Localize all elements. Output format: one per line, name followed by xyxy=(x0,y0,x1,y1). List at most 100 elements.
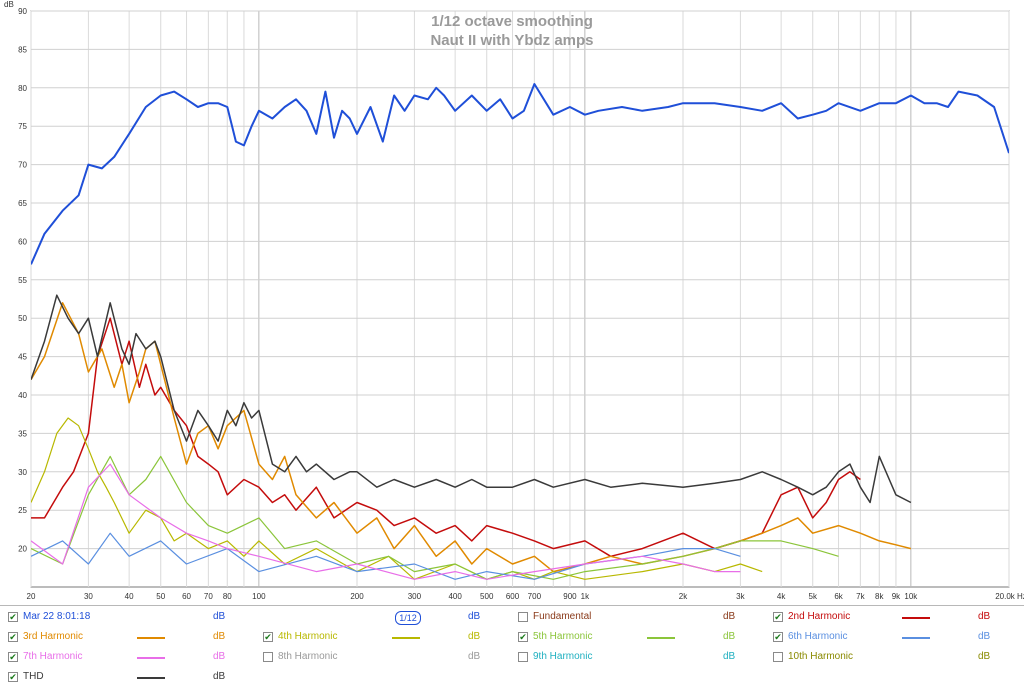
x-tick-label: 200 xyxy=(350,592,364,601)
series-line-5th-harmonic xyxy=(31,455,839,580)
y-axis-unit: dB xyxy=(4,0,14,9)
y-tick-label: 40 xyxy=(18,391,27,400)
legend-label-2nd-harmonic: 2nd Harmonic xyxy=(788,611,851,622)
y-tick-label: 80 xyxy=(18,84,27,93)
x-tick-label: 500 xyxy=(480,592,494,601)
legend-label-3rd-harmonic: 3rd Harmonic xyxy=(23,631,84,642)
y-tick-label: 45 xyxy=(18,353,27,362)
x-tick-label: 8k xyxy=(875,592,884,601)
x-tick-label: 600 xyxy=(506,592,520,601)
y-tick-label: 20 xyxy=(18,545,27,554)
legend-row: ✔ Mar 22 8:01:18 dB 1/12 dB Fundamental dB ✔ 2nd… xyxy=(0,608,1024,628)
x-tick-label: 700 xyxy=(528,592,542,601)
legend-label-6th-harmonic: 6th Harmonic xyxy=(788,631,848,642)
legend-item-1-12: 1/12 dB xyxy=(255,608,505,628)
legend-item-9th-harmonic: 9th Harmonic dB xyxy=(510,648,760,668)
chart-grid xyxy=(30,10,1010,588)
y-tick-label: 65 xyxy=(18,199,27,208)
x-tick-label: 1k xyxy=(581,592,590,601)
legend-unit-5th-harmonic: dB xyxy=(723,631,736,642)
y-tick-label: 55 xyxy=(18,276,27,285)
legend-checkbox-9th-harmonic[interactable] xyxy=(518,652,528,662)
legend-checkbox-2nd-harmonic[interactable]: ✔ xyxy=(773,612,783,622)
series-line-thd xyxy=(31,294,912,504)
x-tick-label: 3k xyxy=(736,592,745,601)
y-tick-label: 75 xyxy=(18,122,27,131)
x-tick-label: 50 xyxy=(156,592,165,601)
legend-unit-3rd-harmonic: dB xyxy=(213,631,226,642)
x-tick-label: 7k xyxy=(856,592,865,601)
distortion-chart: 20 25 30 35 40 45 50 55 60 65 70 75 80 85 90 20 30 40 50 6… xyxy=(4,0,1024,601)
legend-item-7th-harmonic: ✔ 7th Harmonic dB xyxy=(0,648,250,668)
y-tick-label: 60 xyxy=(18,237,27,246)
legend-label-7th-harmonic: 7th Harmonic xyxy=(23,651,83,662)
legend-label-10th-harmonic: 10th Harmonic xyxy=(788,651,854,662)
legend-unit-9th-harmonic: dB xyxy=(723,651,736,662)
legend-checkbox-mar-22-8-01-18[interactable]: ✔ xyxy=(8,612,18,622)
x-tick-label: 30 xyxy=(84,592,93,601)
legend-checkbox-8th-harmonic[interactable] xyxy=(263,652,273,662)
legend-item-thd: ✔ THD dB xyxy=(0,668,250,688)
x-tick-label: 300 xyxy=(408,592,422,601)
legend-panel: ✔ Mar 22 8:01:18 dB 1/12 dB Fundamental dB ✔ 2nd… xyxy=(0,605,1024,682)
x-tick-label: 20 xyxy=(27,592,36,601)
x-tick-label: 6k xyxy=(834,592,843,601)
y-axis-ticks: 20 25 30 35 40 45 50 55 60 65 70 75 80 85 90 xyxy=(18,7,27,554)
legend-row: ✔ THD dB xyxy=(0,668,1024,688)
y-tick-label: 30 xyxy=(18,468,27,477)
x-tick-label: 80 xyxy=(223,592,232,601)
x-tick-label: 5k xyxy=(809,592,818,601)
x-tick-label: 40 xyxy=(125,592,134,601)
x-tick-label: 2k xyxy=(679,592,688,601)
legend-checkbox-5th-harmonic[interactable]: ✔ xyxy=(518,632,528,642)
x-tick-label: 70 xyxy=(204,592,213,601)
y-tick-label: 35 xyxy=(18,429,27,438)
legend-checkbox-3rd-harmonic[interactable]: ✔ xyxy=(8,632,18,642)
legend-checkbox-10th-harmonic[interactable] xyxy=(773,652,783,662)
legend-label-5th-harmonic: 5th Harmonic xyxy=(533,631,593,642)
chart-title: 1/12 octave smoothing xyxy=(431,13,593,30)
legend-unit-thd: dB xyxy=(213,671,226,682)
legend-checkbox-fundamental[interactable] xyxy=(518,612,528,622)
legend-item-10th-harmonic: 10th Harmonic dB xyxy=(765,648,1015,668)
legend-checkbox-thd[interactable]: ✔ xyxy=(8,672,18,682)
y-tick-label: 85 xyxy=(18,45,27,54)
legend-checkbox-7th-harmonic[interactable]: ✔ xyxy=(8,652,18,662)
legend-swatch-7th-harmonic xyxy=(137,657,165,659)
y-tick-label: 50 xyxy=(18,314,27,323)
legend-item-fundamental: Fundamental dB xyxy=(510,608,760,628)
x-tick-label: 900 xyxy=(563,592,577,601)
legend-item-mar-22-8-01-18: ✔ Mar 22 8:01:18 dB xyxy=(0,608,250,628)
legend-unit-10th-harmonic: dB xyxy=(978,651,991,662)
x-tick-label: 4k xyxy=(777,592,786,601)
legend-unit-6th-harmonic: dB xyxy=(978,631,991,642)
legend-label-fundamental: Fundamental xyxy=(533,611,592,622)
legend-unit-7th-harmonic: dB xyxy=(213,651,226,662)
y-tick-label: 70 xyxy=(18,161,27,170)
x-tick-label: 60 xyxy=(182,592,191,601)
smoothing-badge[interactable]: 1/12 xyxy=(395,611,421,625)
legend-label-9th-harmonic: 9th Harmonic xyxy=(533,651,593,662)
legend-label-8th-harmonic: 8th Harmonic xyxy=(278,651,338,662)
legend-swatch-4th-harmonic xyxy=(392,637,420,639)
legend-swatch-thd xyxy=(137,677,165,679)
x-axis-ticks: 20 30 40 50 60 70 80 100 200 300 400 500 600 700 900 1k… xyxy=(27,592,1024,601)
legend-item-3rd-harmonic: ✔ 3rd Harmonic dB xyxy=(0,628,250,648)
legend-label-4th-harmonic: 4th Harmonic xyxy=(278,631,338,642)
x-tick-label: 9k xyxy=(892,592,901,601)
legend-checkbox-4th-harmonic[interactable]: ✔ xyxy=(263,632,273,642)
y-tick-label: 25 xyxy=(18,506,27,515)
legend-checkbox-6th-harmonic[interactable]: ✔ xyxy=(773,632,783,642)
legend-item-8th-harmonic: 8th Harmonic dB xyxy=(255,648,505,668)
legend-row: ✔ 7th Harmonic dB 8th Harmonic dB 9th Harmoni… xyxy=(0,648,1024,668)
legend-unit-2nd-harmonic: dB xyxy=(978,611,991,622)
legend-unit-fundamental: dB xyxy=(723,611,736,622)
legend-item-5th-harmonic: ✔ 5th Harmonic dB xyxy=(510,628,760,648)
x-tick-label: 10k xyxy=(904,592,918,601)
series-line-3rd-harmonic xyxy=(31,302,912,573)
chart-series xyxy=(31,83,1009,580)
legend-item-2nd-harmonic: ✔ 2nd Harmonic dB xyxy=(765,608,1015,628)
legend-swatch-6th-harmonic xyxy=(902,637,930,639)
legend-row: ✔ 3rd Harmonic dB ✔ 4th Harmonic dB ✔ 5th Harmo… xyxy=(0,628,1024,648)
plot-area xyxy=(30,10,1010,588)
